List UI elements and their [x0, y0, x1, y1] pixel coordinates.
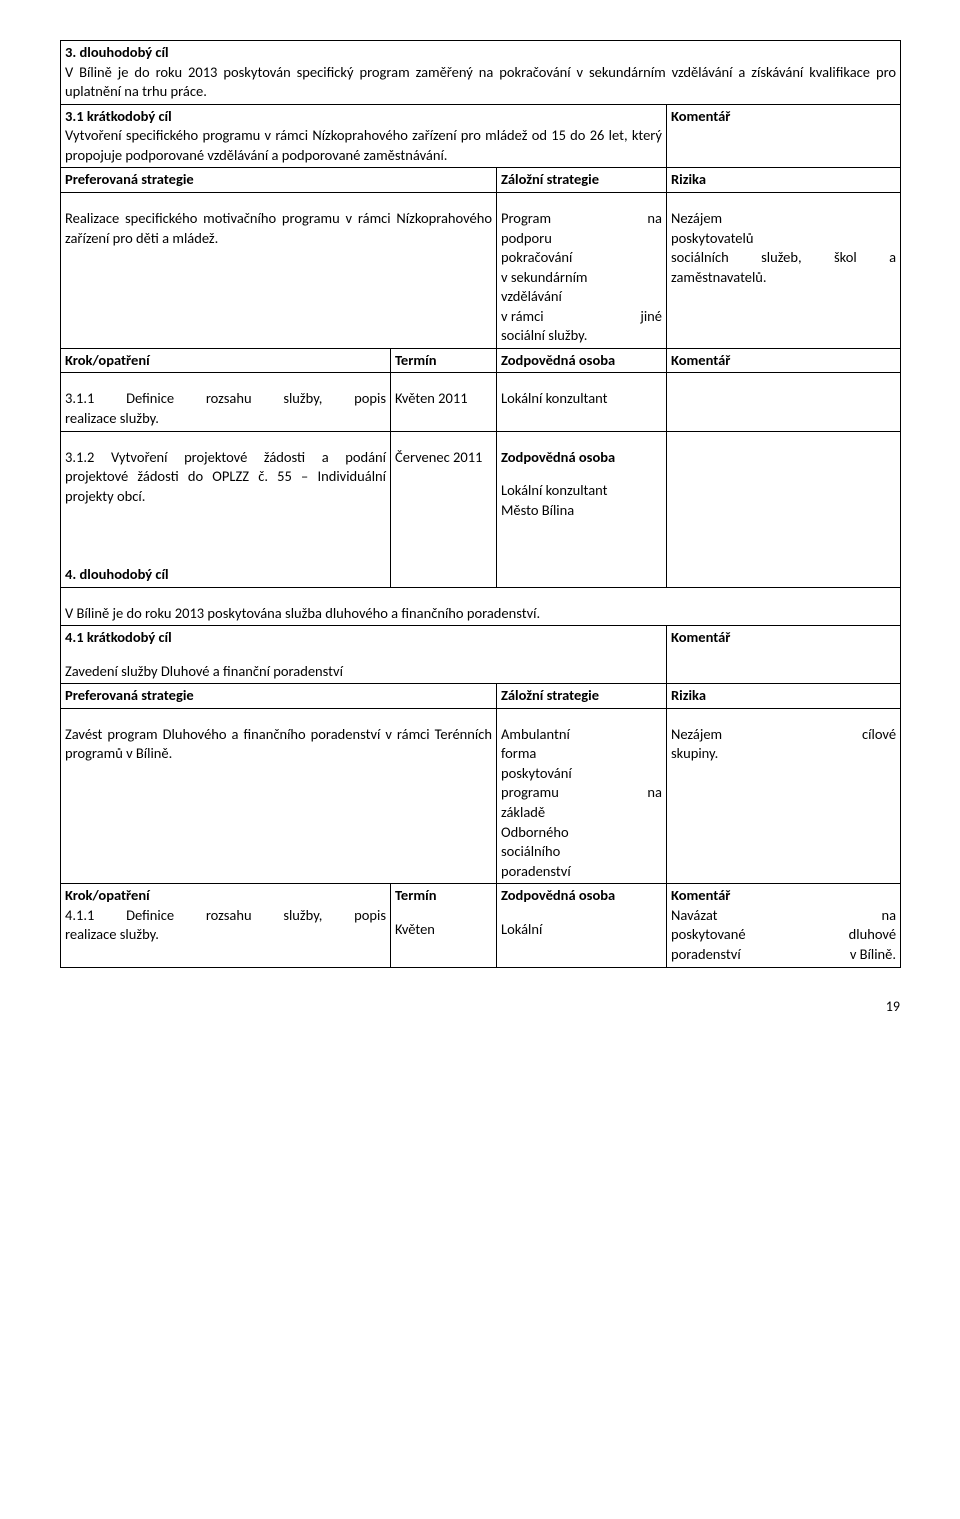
section4-komentar: Komentář: [671, 628, 896, 648]
zodp-411: Zodpovědná osoba Lokální: [497, 884, 667, 967]
section3-sub-heading: 3.1 krátkodobý cíl: [65, 107, 662, 127]
komentar2-label: Komentář: [667, 348, 901, 373]
main-table: 3. dlouhodobý cíl V Bílině je do roku 20…: [60, 40, 901, 968]
section3-sub-text: Vytvoření specifického programu v rámci …: [65, 126, 662, 165]
termin-label: Termín: [391, 348, 497, 373]
rizika-label: Rizika: [667, 168, 901, 193]
pref-text: Realizace specifického motivačního progr…: [65, 209, 492, 248]
zalozni-label: Záložní strategie: [497, 168, 667, 193]
section4-intro: V Bílině je do roku 2013 poskytována slu…: [65, 604, 896, 624]
section3-komentar: Komentář: [671, 107, 896, 127]
rizika-text: Nezájem poskytovatelů sociálních služeb,…: [671, 209, 896, 287]
zalozni-text-4: Ambulantní forma poskytování programuna …: [497, 708, 667, 884]
komentar-411: Komentář Navázatna poskytovanédluhové po…: [667, 884, 901, 967]
step-311-resp: Lokální konzultant: [497, 373, 667, 431]
krok-411: Krok/opatření 4.1.1 Definice rozsahu slu…: [61, 884, 391, 967]
zalozni-text: Programna podporu pokračování v sekundár…: [501, 209, 662, 346]
pref-strategie-label: Preferovaná strategie: [61, 168, 497, 193]
pref-strategie-label-4: Preferovaná strategie: [61, 684, 497, 709]
step-312-term: Červenec 2011: [391, 431, 497, 587]
section4-heading: 4. dlouhodobý cíl: [65, 565, 386, 585]
zalozni-label-4: Záložní strategie: [497, 684, 667, 709]
page-number: 19: [60, 998, 900, 1017]
section3-intro: V Bílině je do roku 2013 poskytován spec…: [65, 63, 896, 102]
rizika-text-4: Nezájemcílové skupiny.: [667, 708, 901, 884]
zodp-label: Zodpovědná osoba: [497, 348, 667, 373]
section4-sub-heading: 4.1 krátkodobý cíl: [65, 628, 662, 648]
rizika-label-4: Rizika: [667, 684, 901, 709]
step-311: 3.1.1 Definice rozsahu služby, popis rea…: [61, 373, 391, 431]
step-311-term: Květen 2011: [391, 373, 497, 431]
termin-411: Termín Květen: [391, 884, 497, 967]
section4-zavedeni: Zavedení služby Dluhové a finanční porad…: [65, 662, 662, 682]
step-312: 3.1.2 Vytvoření projektové žádosti a pod…: [61, 431, 391, 587]
krok-label: Krok/opatření: [61, 348, 391, 373]
section3-heading: 3. dlouhodobý cíl: [65, 43, 896, 63]
pref-text-4: Zavést program Dluhového a finančního po…: [65, 725, 492, 764]
step-312-resp: Zodpovědná osoba Lokální konzultant Měst…: [497, 431, 667, 587]
